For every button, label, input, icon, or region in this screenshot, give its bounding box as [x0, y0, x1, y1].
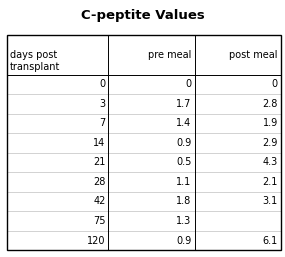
Text: 21: 21 [93, 158, 105, 167]
Text: 28: 28 [93, 177, 105, 187]
Text: 4.3: 4.3 [262, 158, 278, 167]
Text: 1.9: 1.9 [262, 118, 278, 128]
Text: 75: 75 [93, 216, 105, 226]
Text: 7: 7 [99, 118, 105, 128]
Text: 0.9: 0.9 [176, 236, 192, 245]
Text: 0: 0 [272, 79, 278, 89]
Text: 0: 0 [186, 79, 192, 89]
Text: 0.5: 0.5 [176, 158, 192, 167]
Text: 1.8: 1.8 [176, 197, 192, 206]
Text: 6.1: 6.1 [262, 236, 278, 245]
Text: 1.3: 1.3 [176, 216, 192, 226]
Text: 0: 0 [99, 79, 105, 89]
Text: 2.9: 2.9 [262, 138, 278, 148]
Text: C-peptite Values: C-peptite Values [81, 9, 204, 22]
Bar [7, 35, 281, 250]
Text: 2.1: 2.1 [262, 177, 278, 187]
Text: 2.8: 2.8 [262, 99, 278, 109]
Text: post meal: post meal [229, 50, 278, 60]
Text: 1.1: 1.1 [176, 177, 192, 187]
Text: 0.9: 0.9 [176, 138, 192, 148]
Text: days post
transplant: days post transplant [10, 50, 60, 72]
Text: 14: 14 [93, 138, 105, 148]
Text: 1.7: 1.7 [176, 99, 192, 109]
Text: 3.1: 3.1 [262, 197, 278, 206]
Text: 120: 120 [87, 236, 105, 245]
Text: 1.4: 1.4 [176, 118, 192, 128]
Text: 3: 3 [99, 99, 105, 109]
Text: pre meal: pre meal [148, 50, 192, 60]
Text: 42: 42 [93, 197, 105, 206]
